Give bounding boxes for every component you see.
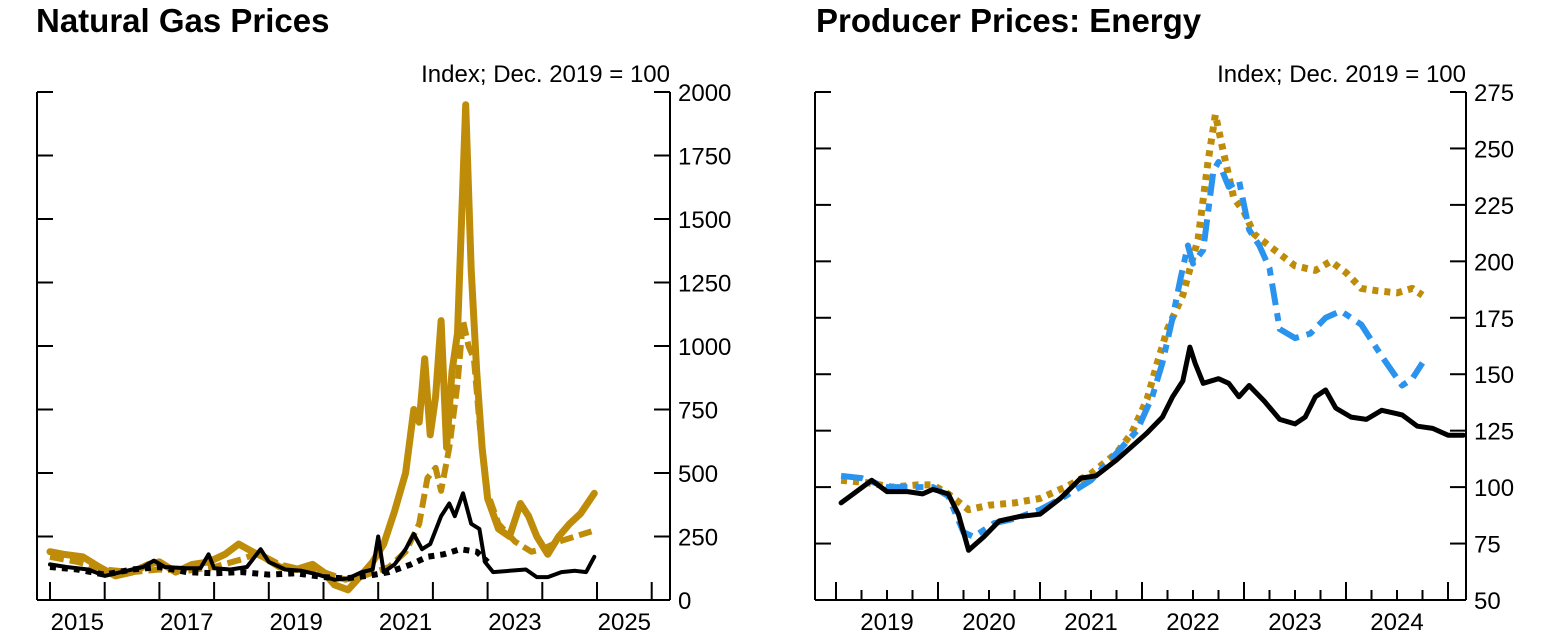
x-tick-label: 2017 bbox=[160, 609, 213, 636]
plot-area: 0 250 500 750 1000 1250 1500 1750 2000 2015 2017 20… bbox=[36, 80, 731, 636]
y-tick-label: 1000 bbox=[678, 334, 731, 361]
series-line-euro-area bbox=[840, 159, 1426, 540]
x-tick-label: 2025 bbox=[598, 609, 651, 636]
y-tick-label: 0 bbox=[678, 588, 691, 615]
x-tick-label: 2023 bbox=[1268, 609, 1321, 636]
y-tick-label: 100 bbox=[1474, 475, 1514, 502]
chart-title: Producer Prices: Energy bbox=[816, 2, 1202, 39]
y-tick-label: 250 bbox=[1474, 136, 1514, 163]
y-tick-label: 125 bbox=[1474, 419, 1514, 446]
x-tick-label: 2019 bbox=[860, 609, 913, 636]
x-tick-label: 2021 bbox=[379, 609, 432, 636]
x-tick-label: 2015 bbox=[51, 609, 104, 636]
chart-title: Natural Gas Prices bbox=[36, 2, 330, 39]
y-tick-label: 1750 bbox=[678, 144, 731, 171]
series-line-u-s-spot-price bbox=[48, 491, 597, 582]
y-tick-label: 1250 bbox=[678, 271, 731, 298]
y-tick-label: 150 bbox=[1474, 362, 1514, 389]
y-tick-label: 200 bbox=[1474, 249, 1514, 276]
y-tick-label: 225 bbox=[1474, 193, 1514, 220]
chart-natural-gas: Natural Gas Prices Index; Dec. 2019 = 10… bbox=[36, 2, 731, 636]
series-line-euro-area-spot-price bbox=[46, 101, 598, 594]
y-tick-label: 250 bbox=[678, 525, 718, 552]
y-tick-label: 2000 bbox=[678, 80, 731, 107]
y-tick-label: 75 bbox=[1474, 532, 1501, 559]
x-tick-label: 2024 bbox=[1370, 609, 1423, 636]
units-label: Index; Dec. 2019 = 100 bbox=[1217, 61, 1466, 88]
x-tick-label: 2019 bbox=[269, 609, 322, 636]
y-tick-label: 1500 bbox=[678, 207, 731, 234]
series-line-euro-area-12-month-futures bbox=[49, 317, 593, 583]
y-tick-label: 500 bbox=[678, 461, 718, 488]
y-tick-label: 50 bbox=[1474, 588, 1501, 615]
y-tick-label: 175 bbox=[1474, 306, 1514, 333]
units-label: Index; Dec. 2019 = 100 bbox=[421, 61, 670, 88]
chart-producer-prices: Producer Prices: Energy Index; Dec. 2019… bbox=[814, 2, 1514, 636]
series-line-united-states bbox=[838, 344, 1466, 553]
plot-area: 50 75 100 125 150 175 200 225 250 275 2019 2020 2021… bbox=[814, 80, 1514, 636]
x-tick-label: 2022 bbox=[1166, 609, 1219, 636]
x-tick-label: 2023 bbox=[488, 609, 541, 636]
series-line-germany bbox=[840, 111, 1425, 514]
x-tick-label: 2020 bbox=[962, 609, 1015, 636]
x-tick-label: 2021 bbox=[1064, 609, 1117, 636]
y-tick-label: 750 bbox=[678, 398, 718, 425]
y-tick-label: 275 bbox=[1474, 80, 1514, 107]
